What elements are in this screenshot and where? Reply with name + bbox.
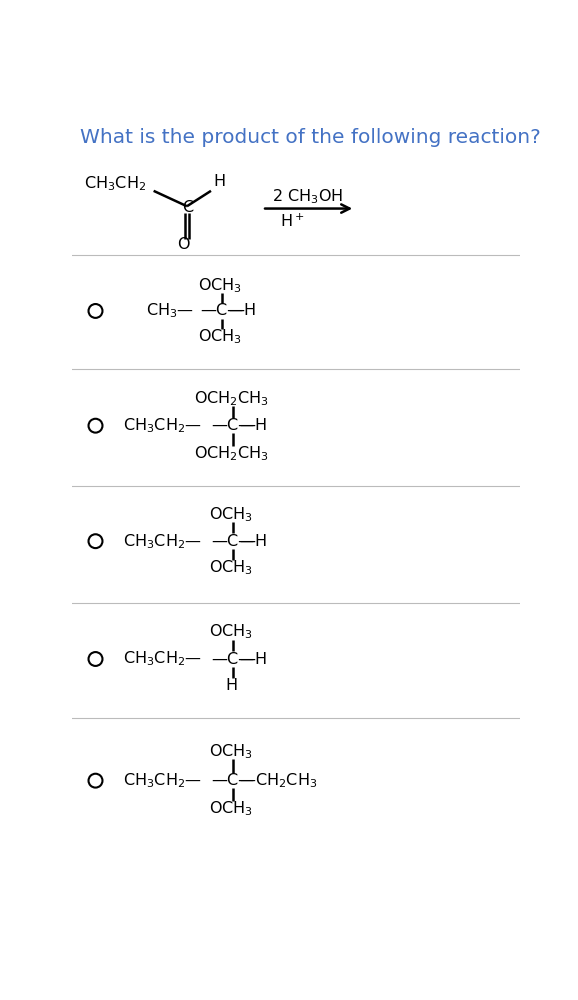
- Text: OCH$_3$: OCH$_3$: [198, 328, 242, 346]
- Text: —C—: —C—: [211, 773, 254, 788]
- Text: OCH$_3$: OCH$_3$: [209, 559, 253, 577]
- Text: O: O: [177, 237, 190, 252]
- Text: CH$_3$—: CH$_3$—: [146, 302, 194, 320]
- Text: OCH$_3$: OCH$_3$: [198, 276, 242, 295]
- Text: —C—: —C—: [211, 418, 254, 433]
- Text: CH$_3$CH$_2$—: CH$_3$CH$_2$—: [123, 650, 202, 668]
- Text: —H: —H: [228, 303, 256, 318]
- Text: H: H: [225, 678, 237, 693]
- Text: CH$_3$CH$_2$—: CH$_3$CH$_2$—: [123, 771, 202, 790]
- Text: OCH$_2$CH$_3$: OCH$_2$CH$_3$: [194, 444, 269, 463]
- Text: 2 CH$_3$OH: 2 CH$_3$OH: [272, 187, 343, 206]
- Text: H: H: [213, 174, 225, 189]
- Text: —C—: —C—: [200, 303, 243, 318]
- Text: —C—: —C—: [211, 534, 254, 549]
- Text: C: C: [182, 200, 193, 215]
- Text: OCH$_3$: OCH$_3$: [209, 742, 253, 761]
- Text: CH$_3$CH$_2$: CH$_3$CH$_2$: [84, 175, 146, 193]
- Text: —H: —H: [239, 418, 267, 433]
- Text: —H: —H: [239, 652, 267, 666]
- Text: —CH$_2$CH$_3$: —CH$_2$CH$_3$: [239, 771, 317, 790]
- Text: CH$_3$CH$_2$—: CH$_3$CH$_2$—: [123, 416, 202, 435]
- Text: —C—: —C—: [211, 652, 254, 666]
- Text: What is the product of the following reaction?: What is the product of the following rea…: [80, 128, 541, 147]
- Text: —H: —H: [239, 534, 267, 549]
- Text: CH$_3$CH$_2$—: CH$_3$CH$_2$—: [123, 532, 202, 551]
- Text: OCH$_3$: OCH$_3$: [209, 800, 253, 818]
- Text: OCH$_3$: OCH$_3$: [209, 623, 253, 641]
- Text: OCH$_2$CH$_3$: OCH$_2$CH$_3$: [194, 389, 269, 408]
- Text: H$^+$: H$^+$: [280, 213, 305, 230]
- Text: OCH$_3$: OCH$_3$: [209, 505, 253, 524]
